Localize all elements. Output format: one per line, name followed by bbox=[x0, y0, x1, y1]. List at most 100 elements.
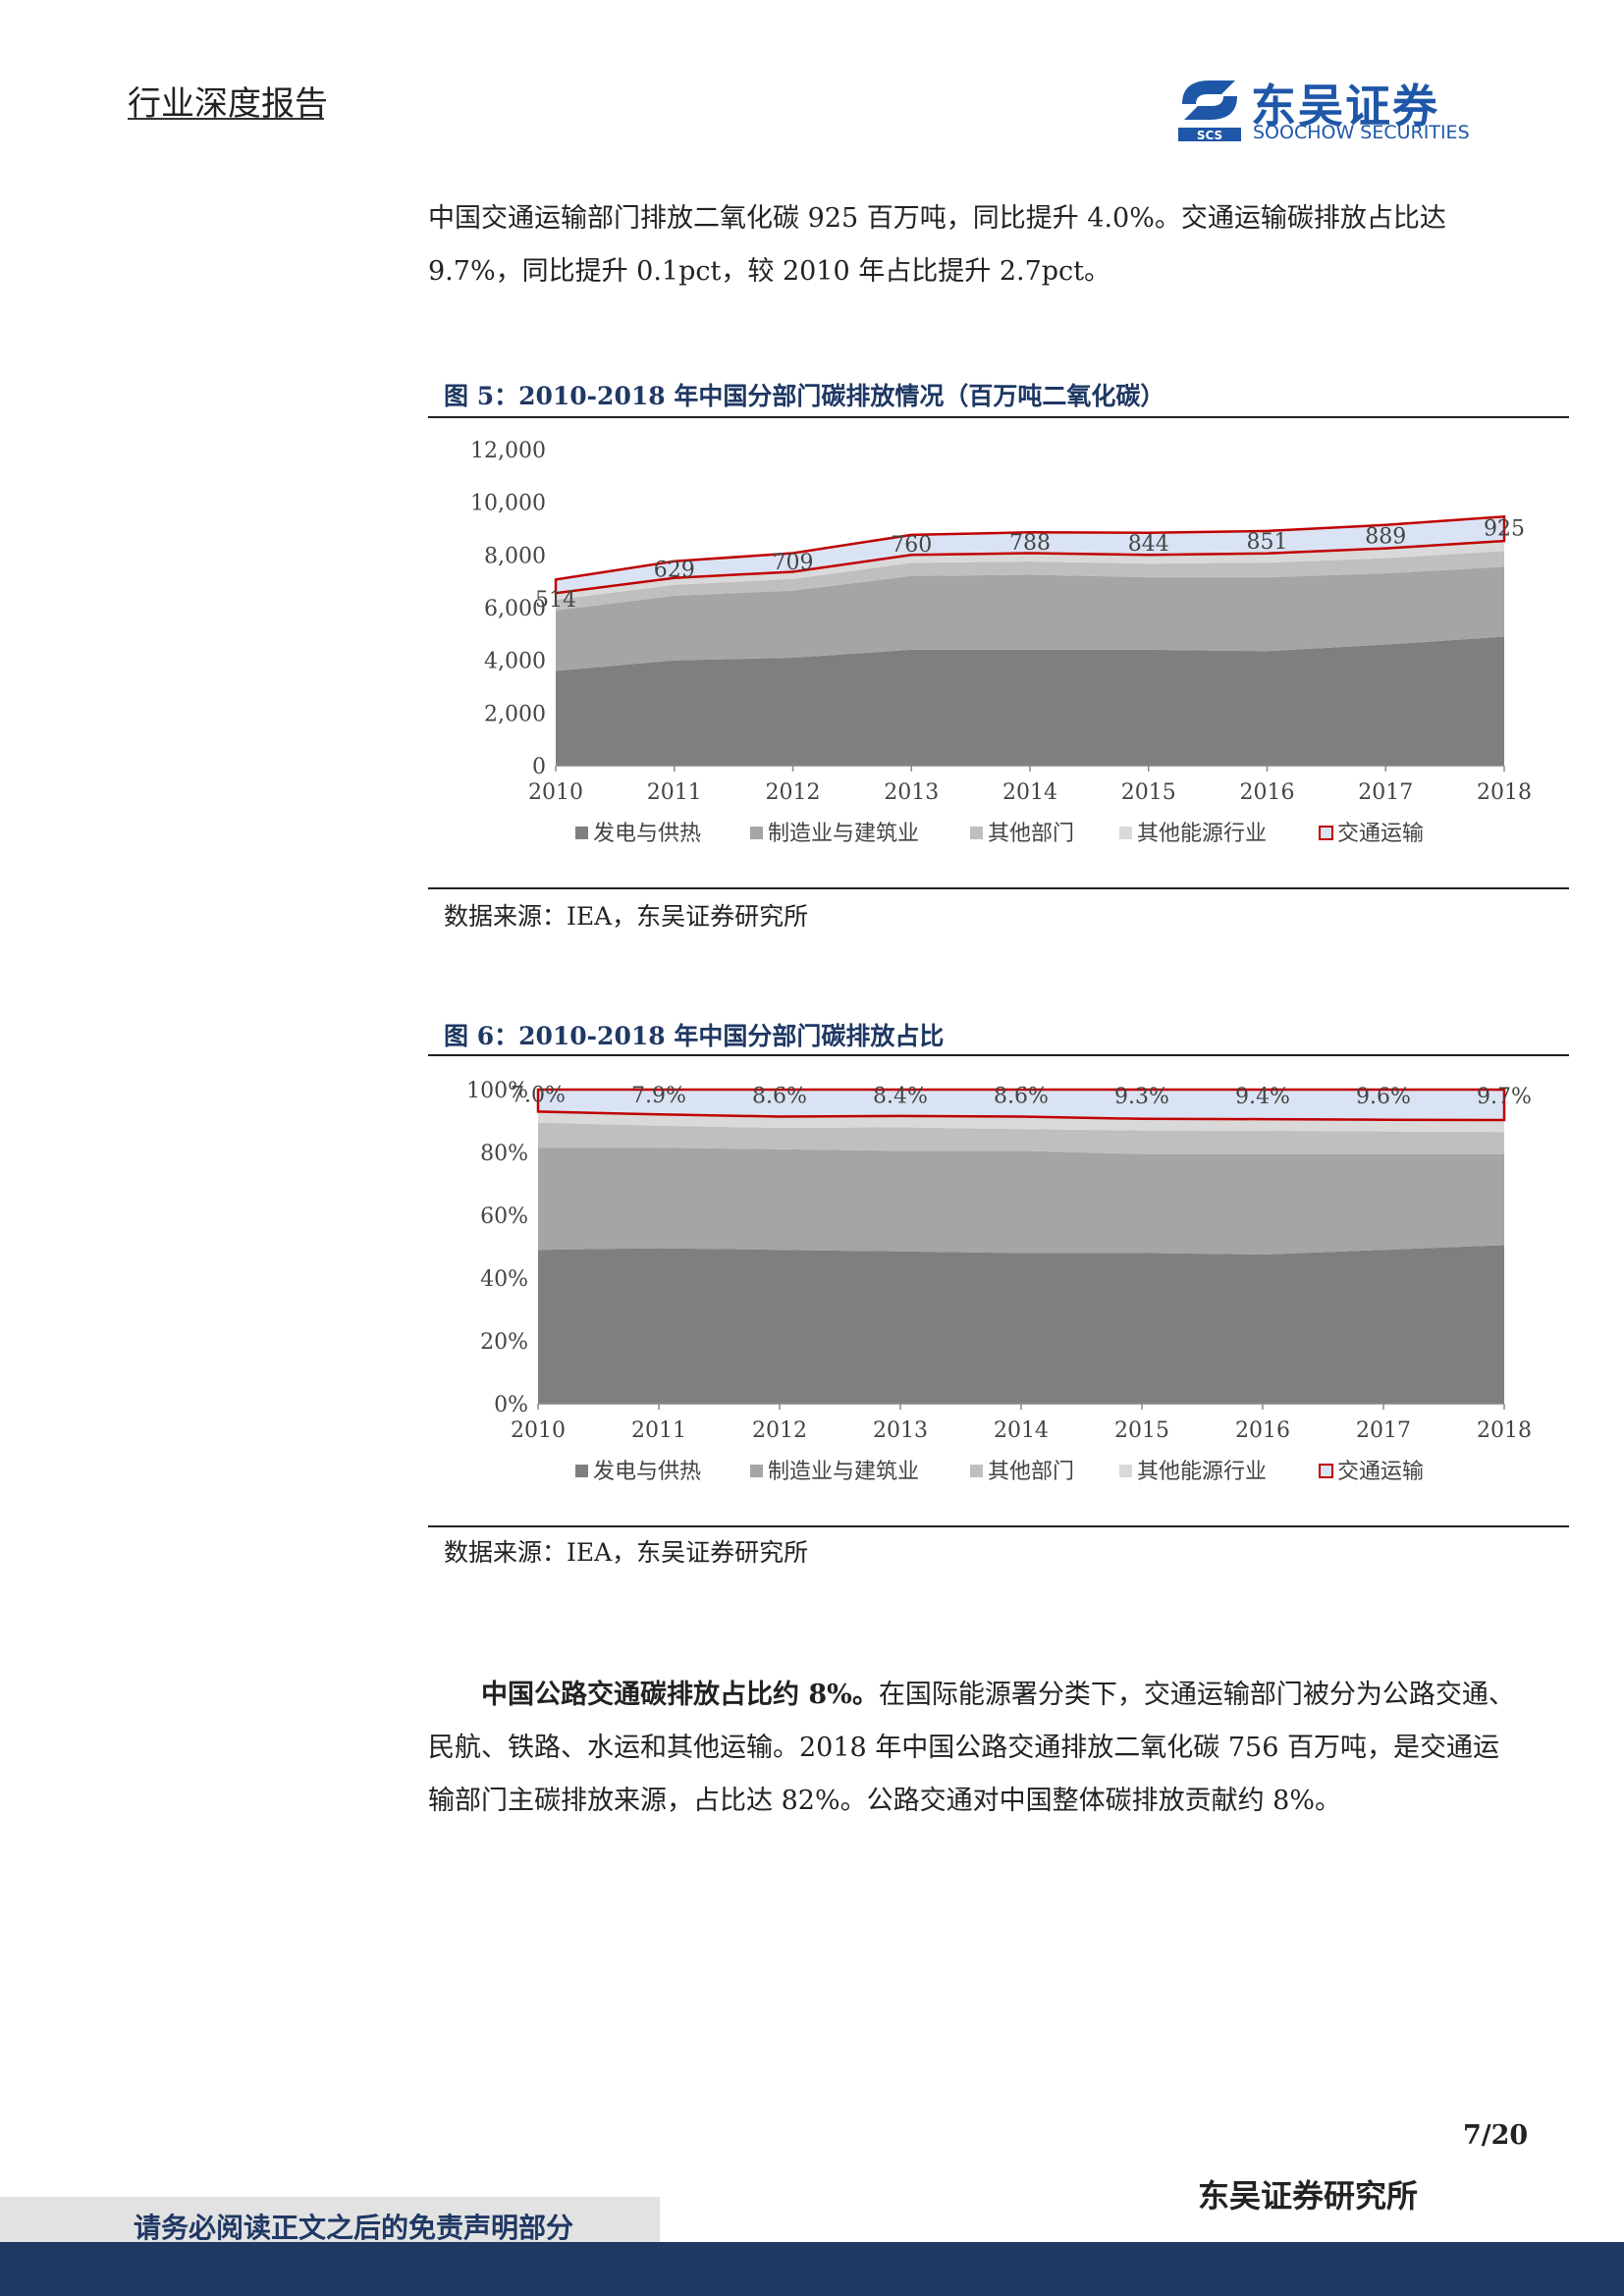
legend-swatch bbox=[750, 827, 763, 839]
footer-bar bbox=[0, 2242, 1624, 2296]
x-tick-label: 2012 bbox=[766, 780, 821, 805]
figure6-title: 图 6：2010-2018 年中国分部门碳排放占比 bbox=[444, 1022, 945, 1050]
legend-label: 交通运输 bbox=[1337, 1460, 1424, 1484]
series-area-3 bbox=[556, 551, 1504, 611]
data-label: 851 bbox=[1247, 530, 1288, 555]
y-tick-label: 12,000 bbox=[470, 439, 546, 463]
x-tick-label: 2017 bbox=[1358, 780, 1413, 805]
emissions-share-area-chart: 0% 20% 40% 60% 80% 100% 2010 2011 2012 2013 2014 20… bbox=[466, 1079, 1532, 1484]
legend-swatch bbox=[970, 1465, 983, 1477]
data-label: 709 bbox=[773, 551, 814, 575]
x-tick-label: 2015 bbox=[1114, 1418, 1169, 1443]
figure5-top-rule bbox=[428, 416, 1569, 418]
data-label: 8.6% bbox=[994, 1085, 1049, 1109]
logo-english-name: SOOCHOW SECURITIES bbox=[1253, 122, 1470, 143]
legend-label: 发电与供热 bbox=[593, 822, 701, 846]
data-label: 8.4% bbox=[873, 1084, 928, 1108]
figure6-top-rule bbox=[428, 1054, 1569, 1056]
road-paragraph-lead: 中国公路交通碳排放占比约 8%。 bbox=[481, 1680, 879, 1710]
intro-paragraph: 中国交通运输部门排放二氧化碳 925 百万吨，同比提升 4.0%。交通运输碳排放… bbox=[428, 203, 1446, 287]
x-tick-label: 2015 bbox=[1121, 780, 1176, 805]
data-label: 514 bbox=[535, 588, 576, 613]
x-tick-label: 2011 bbox=[647, 780, 702, 805]
logo-mark-icon: SCS bbox=[1178, 80, 1241, 142]
data-label: 9.3% bbox=[1114, 1085, 1169, 1109]
legend-swatch bbox=[750, 1465, 763, 1477]
legend-label: 其他部门 bbox=[988, 822, 1074, 846]
x-tick-label: 2013 bbox=[884, 780, 939, 805]
x-tick-label: 2010 bbox=[511, 1418, 566, 1443]
legend-swatch bbox=[575, 1465, 588, 1477]
y-tick-label: 100% bbox=[466, 1079, 528, 1103]
legend-label: 制造业与建筑业 bbox=[768, 822, 919, 846]
y-tick-label: 0 bbox=[532, 755, 546, 779]
x-tick-label: 2016 bbox=[1235, 1418, 1290, 1443]
emissions-stacked-area-chart: 0 2,000 4,000 6,000 8,000 10,000 12,000 2010 201… bbox=[470, 439, 1532, 846]
legend-label: 其他部门 bbox=[988, 1460, 1074, 1484]
y-tick-label: 0% bbox=[494, 1393, 528, 1417]
legend-label: 其他能源行业 bbox=[1137, 822, 1267, 846]
road-transport-paragraph: 中国公路交通碳排放占比约 8%。在国际能源署分类下，交通运输部门被分为公路交通、… bbox=[428, 1669, 1518, 1828]
legend-swatch bbox=[1119, 1465, 1132, 1477]
data-label: 9.7% bbox=[1477, 1085, 1532, 1109]
report-type-label: 行业深度报告 bbox=[128, 84, 328, 124]
x-tick-label: 2017 bbox=[1356, 1418, 1411, 1443]
y-tick-label: 10,000 bbox=[470, 492, 546, 516]
series-area-1 bbox=[556, 636, 1504, 766]
legend-swatch bbox=[575, 827, 588, 839]
data-label: 788 bbox=[1009, 531, 1051, 556]
x-tick-label: 2011 bbox=[631, 1418, 686, 1443]
data-label: 844 bbox=[1128, 532, 1169, 557]
y-tick-label: 60% bbox=[480, 1204, 528, 1229]
x-tick-label: 2013 bbox=[873, 1418, 928, 1443]
data-label: 925 bbox=[1484, 516, 1525, 541]
data-label: 629 bbox=[654, 558, 695, 582]
data-label: 9.4% bbox=[1235, 1085, 1290, 1109]
y-tick-label: 4,000 bbox=[484, 650, 546, 674]
series-area-5 bbox=[554, 514, 1506, 595]
data-label: 9.6% bbox=[1356, 1085, 1411, 1109]
x-tick-label: 2014 bbox=[994, 1418, 1049, 1443]
data-label: 7.9% bbox=[631, 1084, 686, 1108]
legend-swatch bbox=[1319, 826, 1333, 840]
y-tick-label: 80% bbox=[480, 1142, 528, 1166]
figure6-bottom-rule bbox=[428, 1525, 1569, 1527]
series-area-4 bbox=[556, 541, 1504, 600]
data-label: 8.6% bbox=[752, 1085, 807, 1109]
legend-swatch bbox=[1319, 1464, 1333, 1478]
y-tick-label: 8,000 bbox=[484, 544, 546, 568]
y-tick-label: 40% bbox=[480, 1267, 528, 1292]
data-label: 889 bbox=[1365, 525, 1406, 550]
series-area-3 bbox=[538, 1122, 1504, 1154]
road-paragraph-body: 在国际能源署分类下，交通运输部门被分为公路交通、民航、铁路、水运和其他运输。20… bbox=[428, 1680, 1515, 1816]
logo-chinese-name: 东吴证券 bbox=[1251, 80, 1439, 133]
x-tick-label: 2018 bbox=[1477, 1418, 1532, 1443]
x-tick-label: 2014 bbox=[1002, 780, 1057, 805]
legend-swatch bbox=[970, 827, 983, 839]
legend-label: 制造业与建筑业 bbox=[768, 1460, 919, 1484]
legend-label: 其他能源行业 bbox=[1137, 1460, 1267, 1484]
company-logo: SCS 东吴证券 SOOCHOW SECURITIES bbox=[1174, 75, 1498, 143]
figure5-source: 数据来源：IEA，东吴证券研究所 bbox=[444, 902, 809, 931]
data-label: 7.0% bbox=[511, 1083, 566, 1107]
x-tick-label: 2012 bbox=[752, 1418, 807, 1443]
series-area-5 bbox=[536, 1088, 1506, 1122]
figure5-bottom-rule bbox=[428, 887, 1569, 889]
series-area-1 bbox=[538, 1245, 1504, 1404]
legend-label: 发电与供热 bbox=[593, 1460, 701, 1484]
legend-label: 交通运输 bbox=[1337, 822, 1424, 846]
disclaimer-text: 请务必阅读正文之后的免责声明部分 bbox=[134, 2212, 574, 2244]
y-tick-label: 2,000 bbox=[484, 702, 546, 726]
figure5-title: 图 5：2010-2018 年中国分部门碳排放情况（百万吨二氧化碳） bbox=[444, 382, 1165, 410]
data-label: 760 bbox=[891, 533, 932, 558]
logo-mark-text: SCS bbox=[1197, 129, 1222, 142]
series-area-2 bbox=[556, 566, 1504, 671]
y-tick-label: 6,000 bbox=[484, 597, 546, 621]
legend-swatch bbox=[1119, 827, 1132, 839]
x-tick-label: 2016 bbox=[1240, 780, 1295, 805]
y-tick-label: 20% bbox=[480, 1330, 528, 1355]
figure6-source: 数据来源：IEA，东吴证券研究所 bbox=[444, 1538, 809, 1567]
footer-org-name: 东吴证券研究所 bbox=[1198, 2177, 1419, 2215]
x-tick-label: 2018 bbox=[1477, 780, 1532, 805]
header-underline bbox=[128, 118, 324, 120]
